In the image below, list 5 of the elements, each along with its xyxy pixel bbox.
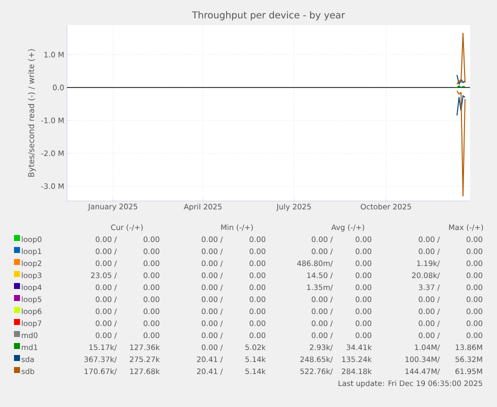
line-series [456, 95, 466, 116]
line-series [456, 90, 466, 197]
chart-title: Throughput per device - by year [192, 11, 346, 20]
line-series [456, 74, 466, 85]
line-series [456, 32, 466, 85]
